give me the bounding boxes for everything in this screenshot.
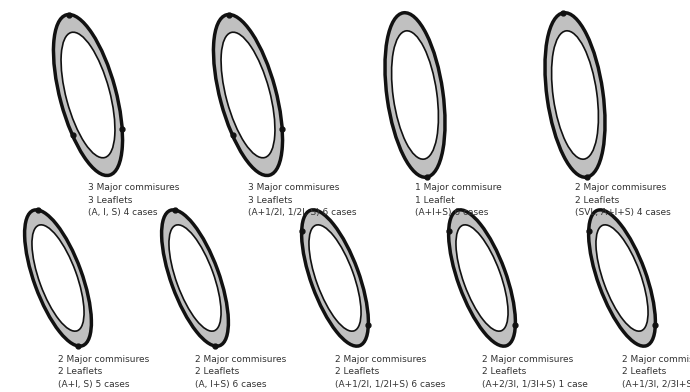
Ellipse shape xyxy=(448,210,515,346)
Ellipse shape xyxy=(25,210,91,346)
Text: 3 Major commisures
3 Leaflets
(A, I, S) 4 cases: 3 Major commisures 3 Leaflets (A, I, S) … xyxy=(88,183,179,217)
Text: 2 Major commisures
2 Leaflets
(SVL, A+I+S) 4 cases: 2 Major commisures 2 Leaflets (SVL, A+I+… xyxy=(575,183,671,217)
Ellipse shape xyxy=(213,15,282,176)
Text: 2 Major commisures
2 Leaflets
(A+1/3I, 2/3I+S) 4 cases: 2 Major commisures 2 Leaflets (A+1/3I, 2… xyxy=(622,355,690,389)
Ellipse shape xyxy=(596,225,648,331)
Text: 1 Major commisure
1 Leaflet
(A+I+S) 6 cases: 1 Major commisure 1 Leaflet (A+I+S) 6 ca… xyxy=(415,183,502,217)
Ellipse shape xyxy=(589,210,655,346)
Ellipse shape xyxy=(221,32,275,158)
Ellipse shape xyxy=(302,210,368,346)
Ellipse shape xyxy=(551,31,598,159)
Ellipse shape xyxy=(161,210,228,346)
Ellipse shape xyxy=(53,15,123,176)
Text: 2 Major commisures
2 Leaflets
(A+I, S) 5 cases: 2 Major commisures 2 Leaflets (A+I, S) 5… xyxy=(58,355,149,389)
Ellipse shape xyxy=(391,31,438,159)
Ellipse shape xyxy=(309,225,361,331)
Text: 2 Major commisures
2 Leaflets
(A+2/3I, 1/3I+S) 1 case: 2 Major commisures 2 Leaflets (A+2/3I, 1… xyxy=(482,355,588,389)
Ellipse shape xyxy=(32,225,84,331)
Text: 3 Major commisures
3 Leaflets
(A+1/2I, 1/2I, S) 6 cases: 3 Major commisures 3 Leaflets (A+1/2I, 1… xyxy=(248,183,357,217)
Ellipse shape xyxy=(545,13,605,177)
Ellipse shape xyxy=(61,32,115,158)
Text: 2 Major commisures
2 Leaflets
(A, I+S) 6 cases: 2 Major commisures 2 Leaflets (A, I+S) 6… xyxy=(195,355,286,389)
Ellipse shape xyxy=(456,225,508,331)
Text: 2 Major commisures
2 Leaflets
(A+1/2I, 1/2I+S) 6 cases: 2 Major commisures 2 Leaflets (A+1/2I, 1… xyxy=(335,355,445,389)
Ellipse shape xyxy=(169,225,221,331)
Ellipse shape xyxy=(385,13,445,177)
